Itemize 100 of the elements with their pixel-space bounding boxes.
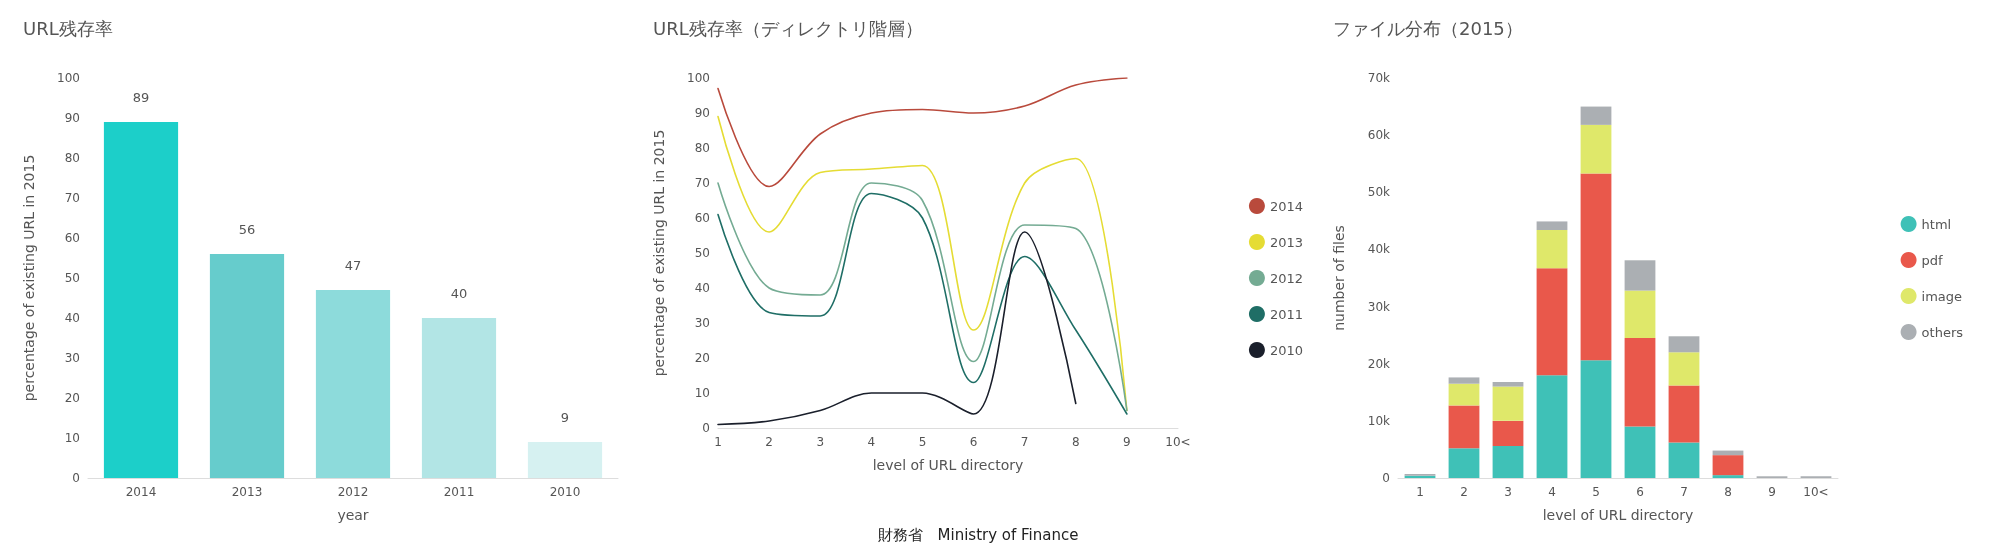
legend-label: image <box>1921 288 1963 304</box>
bar <box>1580 124 1612 174</box>
bar <box>1580 106 1612 125</box>
bar <box>421 318 497 478</box>
y-tick-label: 60 <box>694 211 710 225</box>
x-tick-label: 2 <box>1460 485 1468 499</box>
x-tick-label: 2010 <box>549 485 581 499</box>
x-tick-label: 5 <box>1592 485 1600 499</box>
y-tick-label: 60k <box>1367 128 1391 143</box>
x-tick-label: 4 <box>867 435 876 449</box>
y-tick-label: 40 <box>694 281 710 295</box>
text: 財務省 Ministry of Finance <box>877 525 1079 544</box>
y-tick-label: 20 <box>64 391 80 405</box>
bar <box>315 290 391 478</box>
x-tick-label: 1 <box>714 435 722 449</box>
x-tick-label: 6 <box>969 435 978 449</box>
x-tick-label: 9 <box>1768 485 1776 499</box>
bar <box>1448 383 1480 406</box>
y-tick-label: 10k <box>1367 413 1391 428</box>
legend-label: 2013 <box>1269 234 1304 250</box>
y-tick-label: 80 <box>694 141 710 155</box>
bar <box>1712 455 1744 476</box>
bar <box>1492 386 1524 421</box>
bar <box>527 442 603 478</box>
x-tick-label: 2013 <box>231 485 263 499</box>
y-axis-title: number of files <box>1331 225 1347 331</box>
y-tick-label: 70k <box>1367 71 1391 85</box>
y-tick-label: 0 <box>1382 471 1390 485</box>
chart-title: ファイル分布（2015） <box>1333 17 1523 39</box>
legend-label: 2010 <box>1269 342 1304 358</box>
bar <box>1624 290 1656 338</box>
x-tick-label: 2014 <box>125 485 157 499</box>
legend-label: pdf <box>1921 252 1944 268</box>
bar <box>1668 442 1700 478</box>
y-axis-title: percentage of existing URL in 2015 <box>21 154 37 402</box>
y-tick-label: 100 <box>687 71 710 85</box>
y-tick-label: 0 <box>702 421 710 435</box>
y-tick-label: 10 <box>694 386 710 400</box>
y-tick-label: 30 <box>64 351 80 365</box>
x-tick-label: 7 <box>1020 435 1029 449</box>
x-tick-label: 2012 <box>337 485 369 499</box>
x-tick-label: 1 <box>1416 485 1424 499</box>
chart-title: URL残存率（ディレクトリ階層） <box>653 17 923 39</box>
x-tick-label: 8 <box>1724 485 1732 499</box>
y-tick-label: 50k <box>1367 185 1391 200</box>
bar <box>1624 426 1656 478</box>
bar <box>1580 173 1612 361</box>
x-tick-label: 4 <box>1548 485 1556 499</box>
y-tick-label: 30k <box>1367 299 1391 314</box>
bar <box>1580 360 1612 478</box>
y-tick-label: 50 <box>694 246 710 260</box>
data-label: 9 <box>560 410 570 425</box>
y-tick-label: 20 <box>694 351 710 365</box>
x-axis-title: level of URL directory <box>1542 507 1694 523</box>
bar <box>1624 338 1656 427</box>
bar <box>1712 475 1744 478</box>
x-axis-title: level of URL directory <box>872 457 1024 473</box>
bar <box>1624 260 1656 291</box>
x-tick-label: 2 <box>765 435 773 449</box>
y-tick-label: 0 <box>72 471 80 485</box>
legend-label: 2014 <box>1269 198 1304 214</box>
bar <box>103 122 179 478</box>
bar <box>1536 375 1568 478</box>
y-tick-label: 100 <box>57 71 80 85</box>
bar <box>1448 405 1480 449</box>
y-tick-label: 90 <box>694 106 710 120</box>
legend-label: html <box>1921 216 1952 232</box>
bar <box>1448 377 1480 384</box>
bar <box>209 254 285 478</box>
chart-title: URL残存率 <box>23 17 113 39</box>
x-tick-label: 3 <box>816 435 825 449</box>
bar <box>1668 336 1700 353</box>
data-label: 40 <box>450 286 468 301</box>
x-tick-label: 10< <box>1165 435 1191 449</box>
y-tick-label: 20k <box>1367 356 1391 371</box>
data-label: 56 <box>238 222 256 237</box>
y-tick-label: 30 <box>694 316 710 330</box>
y-tick-label: 10 <box>64 431 80 445</box>
legend-label: others <box>1921 324 1964 340</box>
x-tick-label: 7 <box>1680 485 1688 499</box>
legend-label: 2012 <box>1269 270 1304 286</box>
y-axis-title: percentage of existing URL in 2015 <box>651 129 667 377</box>
x-tick-label: 2011 <box>443 485 475 499</box>
line-series <box>717 231 1077 426</box>
bar <box>1448 448 1480 478</box>
line-series <box>717 77 1128 188</box>
x-axis-title: year <box>337 507 369 523</box>
y-tick-label: 40k <box>1367 242 1391 257</box>
x-tick-label: 9 <box>1123 435 1131 449</box>
bar <box>1668 352 1700 386</box>
bar <box>1668 385 1700 443</box>
x-tick-label: 6 <box>1636 485 1644 499</box>
y-tick-label: 80 <box>64 151 80 165</box>
y-tick-label: 50 <box>64 271 80 285</box>
y-tick-label: 90 <box>64 111 80 125</box>
x-tick-label: 5 <box>918 435 927 449</box>
legend-label: 2011 <box>1269 306 1304 322</box>
y-tick-label: 60 <box>64 231 80 245</box>
x-tick-label: 8 <box>1071 435 1080 449</box>
y-tick-label: 70 <box>64 191 80 205</box>
